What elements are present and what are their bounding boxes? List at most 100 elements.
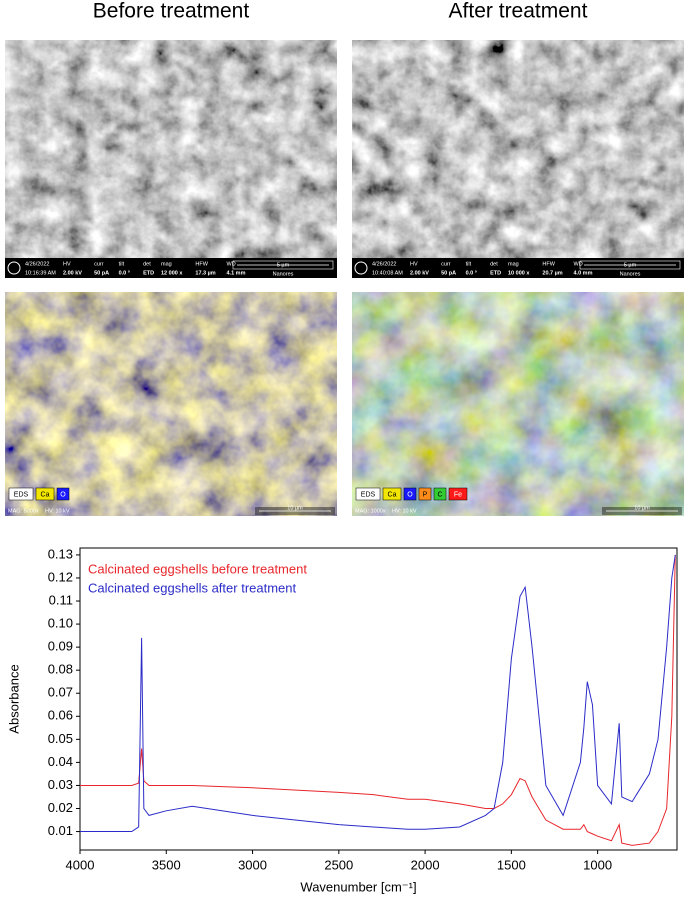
eds-legend-box [448,487,468,501]
sem-field-value: 12 000 x [161,270,183,276]
y-tick-label: 0.01 [48,823,73,838]
x-axis-label: Wavenumber [cm⁻¹] [300,879,416,894]
sem-field-label: curr [441,261,451,267]
x-tick-label: 2500 [324,857,353,872]
sem-field-label: det [490,261,498,267]
sem-scale: 5 µm [277,262,290,268]
sem-field-value: 17.3 µm [195,270,215,276]
plot-frame [79,547,678,851]
eds-legend-box [418,487,432,501]
sem-image [5,40,337,258]
sem-field-value: 50 pA [94,270,109,276]
y-axis-label: Absorbance [6,664,21,733]
eds-legend-label: EDS [361,491,376,498]
panel-title: Before treatment [93,0,250,23]
eds-legend-label: O [407,491,413,498]
y-tick-label: 0.03 [48,777,73,792]
eds-legend-label: O [60,491,66,498]
y-tick-label: 0.08 [48,662,73,677]
y-tick-label: 0.04 [48,754,73,769]
series-line [80,554,676,833]
eds-legend-label: P [423,491,428,498]
sem-image [352,40,684,258]
eds-legend-box [56,487,70,501]
x-tick-label: 4000 [66,857,95,872]
sem-info-bar [5,258,337,278]
sem-field-label: curr [94,261,104,267]
sem-date: 4/26/2022 [372,261,396,267]
y-tick-label: 0.06 [48,708,73,723]
sem-logo [354,261,368,275]
y-tick-label: 0.02 [48,800,73,815]
eds-hv: HV: 10 kV [45,508,70,514]
x-tick-label: 1000 [583,857,612,872]
eds-legend-box [433,487,447,501]
eds-image [352,292,684,516]
eds-legend-box [382,487,402,501]
sem-field-value: 0.0 ° [466,270,477,276]
eds-legend-label: Fe [454,491,462,498]
x-tick-label: 2000 [411,857,440,872]
eds-hv: HV: 10 kV [392,508,417,514]
sem-time: 10:16:39 AM [25,270,56,276]
sem-lab: Nanores [620,271,641,277]
sem-field-value: 10 000 x [508,270,530,276]
y-tick-label: 0.05 [48,731,73,746]
x-tick-label: 3500 [152,857,181,872]
sem-field-label: mag [508,261,519,267]
sem-field-label: det [143,261,151,267]
sem-date: 4/26/2022 [25,261,49,267]
sem-field-value: 2.00 kV [410,270,429,276]
eds-legend-box [355,487,381,501]
y-tick-label: 0.10 [48,616,73,631]
eds-scale: 10 µm [634,505,650,511]
sem-field-label: HV [410,261,418,267]
sem-field-label: HV [63,261,71,267]
eds-scale: 10 µm [287,505,303,511]
sem-field-label: HFW [542,261,555,267]
eds-legend-label: EDS [14,491,29,498]
sem-time: 10:40:08 AM [372,270,403,276]
sem-field-value: 50 pA [441,270,456,276]
sem-scale-box [579,260,681,270]
eds-legend-box [35,487,55,501]
sem-field-label: WD [227,261,236,267]
eds-legend-label: Ca [41,491,50,498]
eds-legend-label: Ca [388,491,397,498]
sem-field-value: 4.1 mm [227,270,246,276]
sem-field-value: ETD [143,270,154,276]
sem-field-label: mag [161,261,172,267]
eds-legend-box [8,487,34,501]
y-tick-label: 0.11 [49,592,73,607]
y-tick-label: 0.09 [48,639,73,654]
y-tick-label: 0.13 [48,546,73,561]
sem-field-label: tilt [466,261,472,267]
legend-label: Calcinated eggshells after treatment [88,580,297,595]
panel-title: After treatment [449,0,588,23]
sem-field-value: 4.0 mm [574,270,593,276]
legend-label: Calcinated eggshells before treatment [88,561,307,576]
eds-mag: MAG: 5000x [8,508,39,514]
x-tick-label: 3000 [238,857,267,872]
sem-info-bar [352,258,684,278]
sem-field-label: HFW [195,261,208,267]
sem-field-value: 0.0 ° [119,270,130,276]
sem-scale-box [232,260,334,270]
y-tick-label: 0.07 [48,685,73,700]
sem-lab: Nanores [273,271,294,277]
sem-field-label: WD [574,261,583,267]
x-tick-label: 1500 [497,857,526,872]
eds-mag: MAG: 1000x [355,508,386,514]
series-line [80,554,676,846]
y-tick-label: 0.12 [48,569,73,584]
sem-scale: 5 µm [624,262,637,268]
eds-legend-box [403,487,417,501]
eds-image [5,292,337,516]
sem-logo [7,261,21,275]
sem-field-label: tilt [119,261,125,267]
eds-legend-label: C [437,491,442,498]
sem-field-value: 20.7 µm [542,270,562,276]
sem-field-value: ETD [490,270,501,276]
sem-field-value: 2.00 kV [63,270,82,276]
